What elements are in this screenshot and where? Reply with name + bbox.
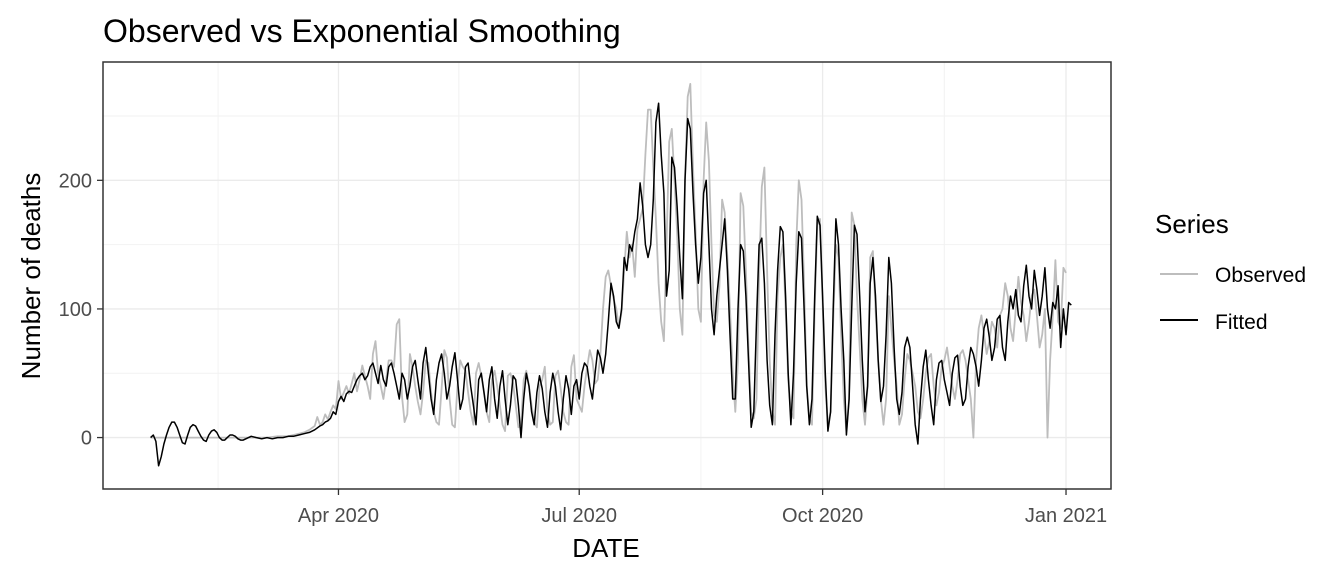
y-axis-title: Number of deaths bbox=[16, 173, 46, 380]
series-line-observed bbox=[150, 83, 1067, 439]
x-tick-label-2: Oct 2020 bbox=[782, 505, 863, 527]
y-tick-label-2: 200 bbox=[59, 170, 92, 192]
legend-title: Series bbox=[1155, 209, 1229, 239]
plot-area bbox=[102, 61, 1112, 490]
chart-title: Observed vs Exponential Smoothing bbox=[103, 13, 621, 49]
x-tick-label-1: Jul 2020 bbox=[541, 505, 617, 527]
plot-border bbox=[102, 61, 1112, 490]
legend: Series Observed Fitted bbox=[1155, 209, 1306, 334]
x-axis: Apr 2020 Jul 2020 Oct 2020 Jan 2021 bbox=[298, 489, 1107, 527]
legend-label-observed: Observed bbox=[1215, 264, 1306, 287]
legend-label-fitted: Fitted bbox=[1215, 311, 1268, 334]
x-tick-label-0: Apr 2020 bbox=[298, 505, 379, 527]
series-layer bbox=[150, 83, 1072, 467]
y-tick-label-0: 0 bbox=[81, 428, 92, 450]
series-line-fitted bbox=[150, 102, 1072, 467]
x-tick-label-3: Jan 2021 bbox=[1025, 505, 1107, 527]
y-axis: 0 100 200 bbox=[59, 170, 103, 450]
x-axis-title: DATE bbox=[572, 533, 639, 563]
y-tick-label-1: 100 bbox=[59, 299, 92, 321]
